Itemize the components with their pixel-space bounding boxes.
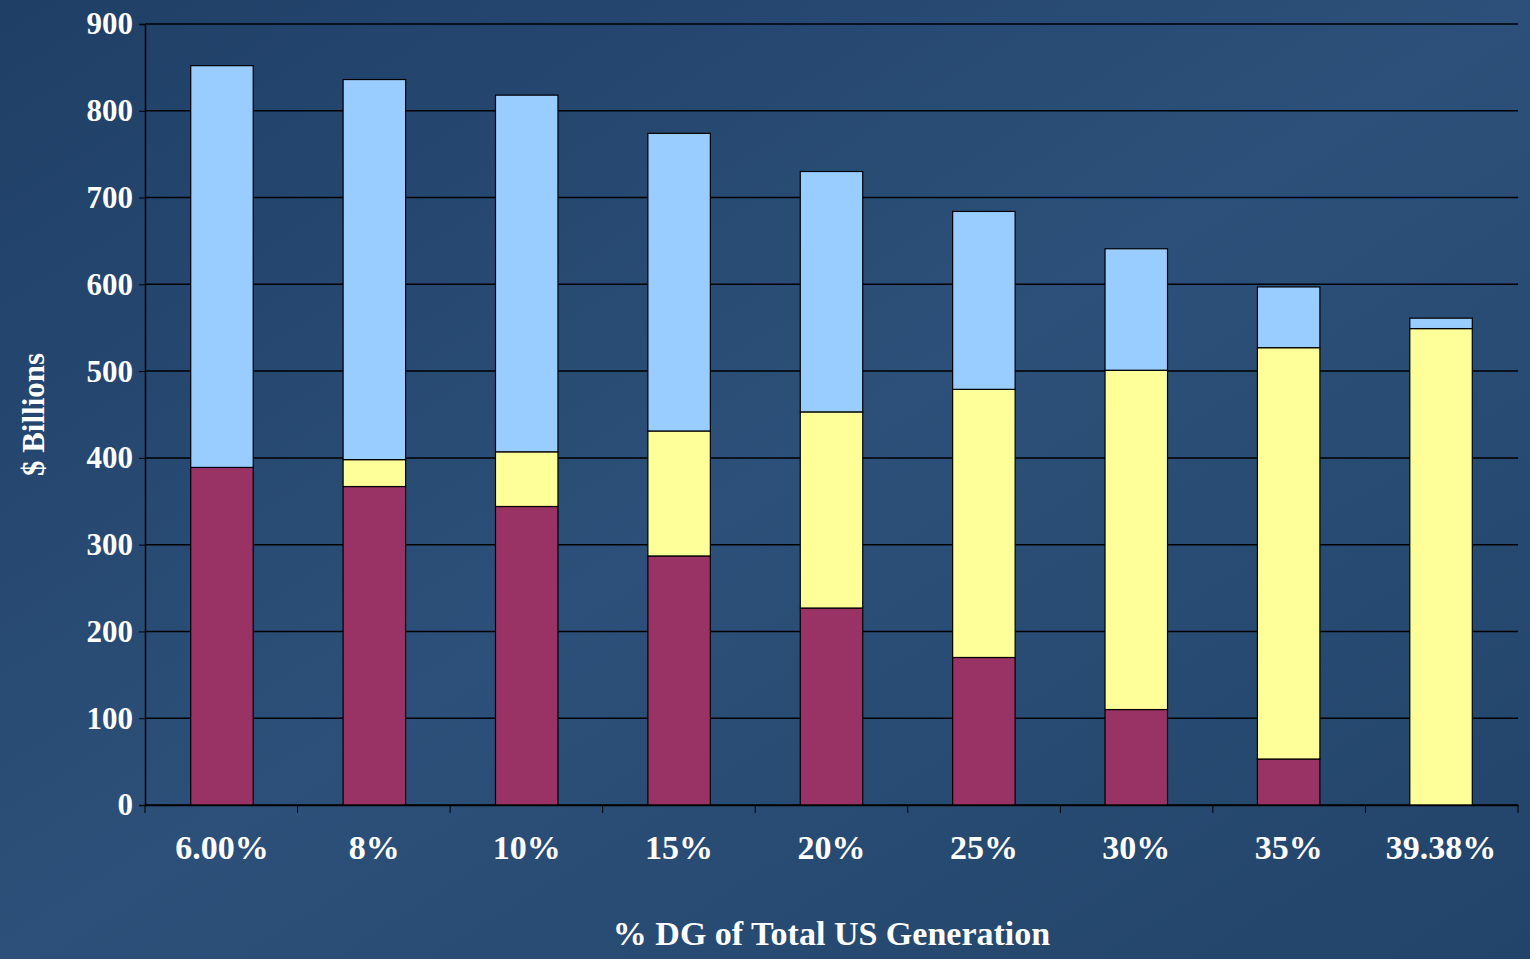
tick-label: 30% [1102,829,1170,866]
tick: 400 [87,440,146,475]
tick: 500 [87,354,146,389]
separator [1060,805,1061,813]
tick-label: 200 [87,614,134,649]
tick-mark [139,111,145,112]
grid [145,24,1518,805]
axis-line [139,25,146,806]
tick: 900 [87,6,146,41]
tick-label: 0 [118,787,134,822]
bar [1257,759,1319,805]
bar [343,80,405,460]
separator [907,805,908,813]
tick: 20% [798,805,866,866]
bar [191,66,253,468]
bar [1105,710,1167,805]
bar [191,467,253,805]
bar [953,657,1015,805]
tick-mark [139,718,145,719]
tick-label: 20% [798,829,866,866]
tick: 800 [87,93,146,128]
bar [800,172,862,412]
tick: 30% [1102,805,1170,866]
chart: 0 100 200 300 400 500 600 700 800 900 6.00% 8% 10% 15… [0,0,1530,959]
tick: 10% [493,805,561,866]
tick-label: 25% [950,829,1018,866]
bar [648,133,710,431]
bar [495,506,557,805]
tick-mark [139,631,145,632]
separator [755,805,756,813]
bar [1257,287,1319,348]
tick-mark [139,458,145,459]
tick: 15% [645,805,713,866]
bar [343,487,405,805]
tick-label: 900 [87,6,134,41]
separator [1365,805,1366,813]
y-axis-title: $ Billions [16,353,51,476]
separator [602,805,603,813]
tick: 600 [87,267,146,302]
separator [1212,805,1213,813]
bar [1105,249,1167,370]
bar [495,95,557,452]
tick-mark [139,371,145,372]
bar [648,431,710,556]
tick-mark [139,284,145,285]
plot: 0 100 200 300 400 500 600 700 800 900 6.00% 8% 10% 15… [87,6,1519,866]
bar [648,556,710,805]
tick: 25% [950,805,1018,866]
separator [297,805,298,813]
tick-label: 500 [87,354,134,389]
tick-label: 800 [87,93,134,128]
separators [145,805,1518,813]
tick-label: 6.00% [175,829,269,866]
tick-mark [139,545,145,546]
tick: 39.38% [1386,805,1497,866]
tick-label: 100 [87,701,134,736]
background [0,0,1530,959]
tick: 100 [87,701,146,736]
tick-label: 300 [87,527,134,562]
tick-mark [139,198,145,199]
bar [343,460,405,487]
y-axis: 0 100 200 300 400 500 600 700 800 900 [87,6,146,822]
separator [1518,805,1519,813]
tick-label: 10% [493,829,561,866]
tick-label: 600 [87,267,134,302]
tick: 8% [349,805,400,866]
bar [1410,329,1472,805]
bar [953,211,1015,389]
tick: 0 [118,787,146,822]
tick-label: 400 [87,440,134,475]
tick-label: 700 [87,180,134,215]
series [191,66,1473,468]
x-axis: 6.00% 8% 10% 15% 20% 25% 30% 35% 39.38% [145,805,1519,866]
tick-mark [139,24,145,25]
bar [800,412,862,608]
tick-label: 8% [349,829,400,866]
bar [1257,348,1319,759]
bar [1410,318,1472,328]
separator [450,805,451,813]
x-axis-title: % DG of Total US Generation [613,915,1050,952]
tick: 6.00% [175,805,269,866]
tick: 200 [87,614,146,649]
bars [191,66,1473,805]
tick: 700 [87,180,146,215]
bar [953,389,1015,657]
separator [145,805,146,813]
tick-mark [139,805,145,806]
tick: 35% [1255,805,1323,866]
tick-label: 35% [1255,829,1323,866]
grid-line [145,23,1518,25]
tick-label: 39.38% [1386,829,1497,866]
bar [495,452,557,507]
axis-line [146,805,1519,807]
tick: 300 [87,527,146,562]
tick-label: 15% [645,829,713,866]
bar [1105,370,1167,709]
bar [800,608,862,805]
